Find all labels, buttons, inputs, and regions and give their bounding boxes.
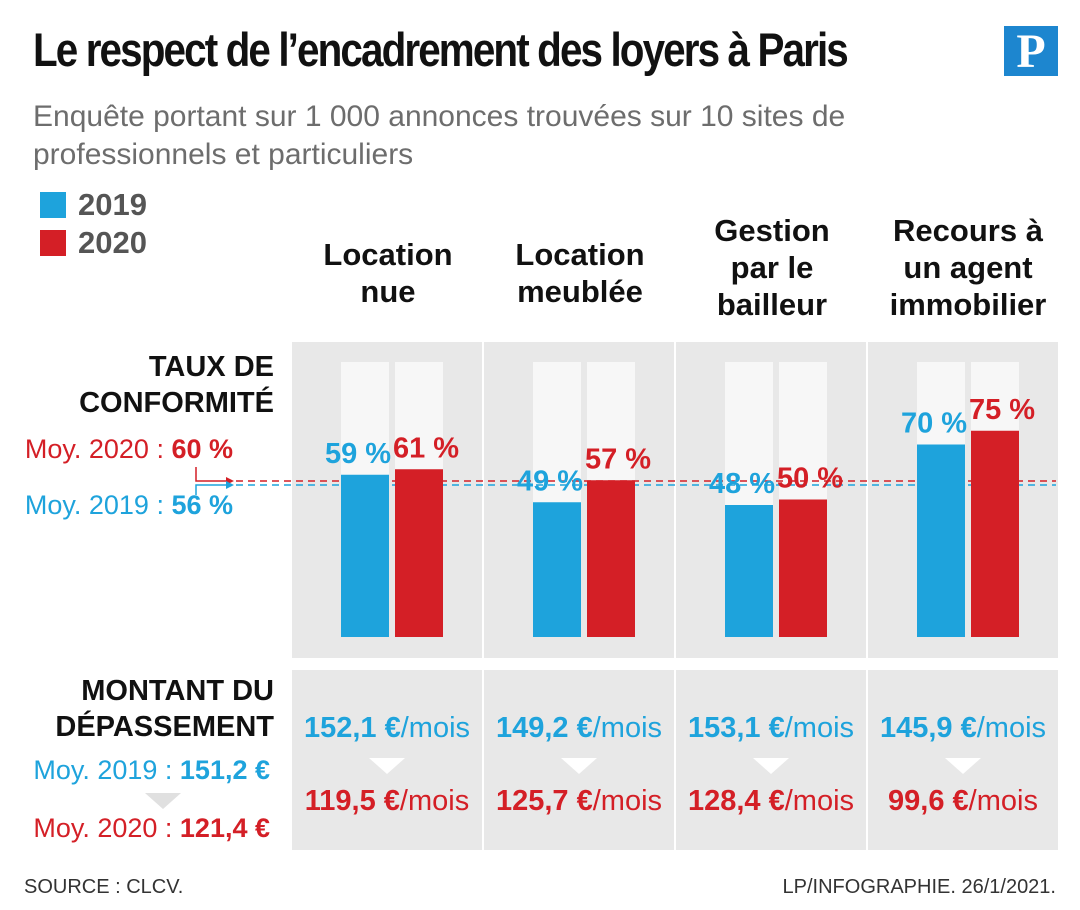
subtitle: Enquête portant sur 1 000 annonces trouv… (33, 100, 846, 171)
down-arrow-icon (945, 758, 981, 774)
down-arrow-icon (753, 758, 789, 774)
amount-value: 119,5 € (304, 785, 400, 817)
amount-2020-location-meublee: 125,7 €/mois (485, 785, 673, 818)
bar-2019-1 (341, 474, 389, 637)
bar-label-2019-4: 70 % (901, 408, 967, 440)
amount-unit: /mois (399, 785, 470, 817)
column-header-line: immobilier (889, 287, 1047, 322)
amount-unit: /mois (968, 785, 1038, 817)
avg-2020-montant-value: 121,4 € (179, 813, 270, 843)
amount-value: 128,4 € (687, 785, 785, 817)
avg-2020-prefix: Moy. 2020 : (24, 434, 172, 464)
amount-2019-location-nue: 152,1 €/mois (293, 712, 481, 745)
amount-unit: /mois (976, 712, 1047, 744)
amount-2019-location-meublee: 149,2 €/mois (485, 712, 673, 745)
column-header-line: Location (515, 236, 645, 272)
bar-label-2020-2: 57 % (585, 443, 651, 475)
legend-label-2020: 2020 (78, 225, 147, 260)
column-header-line: meublée (517, 273, 643, 309)
row-header-line: TAUX DE (148, 351, 274, 383)
amount-2019-agent-immobilier: 145,9 €/mois (869, 712, 1057, 745)
amount-value: 152,1 € (303, 712, 401, 744)
legend-item-2020: 2020 (40, 226, 147, 260)
amount-value: 145,9 € (879, 712, 977, 744)
avg-2020-taux: Moy. 2020 : 60 % (25, 434, 233, 465)
column-header-line: bailleur (716, 287, 828, 322)
credit-note: LP/INFOGRAPHIE. 26/1/2021. (782, 876, 1056, 898)
logo-letter: P (1016, 25, 1046, 78)
bar-label-2019-3: 48 % (709, 468, 775, 500)
reference-connector (195, 467, 230, 482)
legend-label-2019: 2019 (78, 187, 147, 222)
amount-value: 153,1 € (687, 712, 785, 744)
column-header-location-nue: Location nue (294, 205, 482, 340)
avg-2019-montant-prefix: Moy. 2019 : (33, 755, 180, 785)
bar-2019-3 (725, 505, 773, 637)
bar-2020-3 (779, 499, 827, 637)
amount-unit: /mois (784, 785, 855, 817)
avg-2019-montant-value: 151,2 € (179, 755, 270, 785)
legend-swatch-2020 (40, 230, 66, 256)
bar-label-2020-4: 75 % (969, 394, 1035, 426)
column-header-line: un agent (903, 250, 1033, 285)
column-header-line: Recours à (893, 213, 1043, 248)
bar-2020-2 (587, 480, 635, 637)
avg-2019-prefix: Moy. 2019 : (24, 490, 172, 520)
avg-2020-montant: Moy. 2020 : 121,4 € (33, 813, 270, 844)
amount-unit: /mois (592, 785, 663, 817)
row-header-line: DÉPASSEMENT (55, 711, 274, 743)
bar-2020-1 (395, 469, 443, 637)
bar-2019-2 (533, 502, 581, 637)
amount-value: 99,6 € (888, 785, 969, 817)
bar-2020-4 (971, 430, 1019, 637)
avg-2019-value: 56 % (171, 490, 233, 520)
bar-label-2019-2: 49 % (517, 465, 583, 497)
column-header-line: Gestion (714, 213, 830, 248)
column-header-location-meublee: Location meublée (486, 205, 674, 340)
legend-swatch-2019 (40, 192, 66, 218)
amount-2019-gestion-bailleur: 153,1 €/mois (677, 712, 865, 745)
column-header-gestion-bailleur: Gestion par le bailleur (678, 200, 866, 335)
down-arrow-icon (145, 793, 181, 809)
conformity-bar-chart: 59 % 61 % 49 %57 % 48 % 50 % 70 % 75 % (195, 362, 1056, 637)
down-arrow-icon (561, 758, 597, 774)
arrow-right-icon (226, 481, 234, 489)
column-header-line: par le (730, 250, 814, 285)
avg-2019-montant: Moy. 2019 : 151,2 € (33, 755, 270, 786)
amount-unit: /mois (400, 712, 471, 744)
row-header-line: MONTANT DU (81, 675, 274, 707)
avg-2020-value: 60 % (171, 434, 233, 464)
bar-2019-4 (917, 444, 965, 637)
row-header-line: CONFORMITÉ (79, 387, 274, 419)
bar-label-2020-1: 61 % (393, 432, 459, 464)
amount-unit: /mois (592, 712, 663, 744)
publisher-logo: P (1004, 25, 1058, 78)
amount-value: 125,7 € (495, 785, 593, 817)
source-note: SOURCE : CLCV. (24, 876, 184, 898)
amount-2020-gestion-bailleur: 128,4 €/mois (677, 785, 865, 818)
down-arrow-icon (369, 758, 405, 774)
column-header-agent-immobilier: Recours à un agent immobilier (870, 200, 1066, 335)
row-header-taux: TAUX DE CONFORMITÉ (79, 349, 274, 421)
avg-2020-montant-prefix: Moy. 2020 : (33, 813, 180, 843)
page-title: Le respect de l’encadrement des loyers à… (33, 23, 849, 76)
column-header-line: nue (360, 273, 416, 309)
amount-unit: /mois (784, 712, 855, 744)
amount-2020-agent-immobilier: 99,6 €/mois (869, 785, 1057, 818)
legend-item-2019: 2019 (40, 188, 147, 222)
row-header-montant: MONTANT DU DÉPASSEMENT (55, 673, 274, 745)
amount-2020-location-nue: 119,5 €/mois (293, 785, 481, 818)
amount-value: 149,2 € (495, 712, 593, 744)
bar-label-2019-1: 59 % (325, 438, 391, 470)
bar-label-2020-3: 50 % (777, 463, 843, 495)
reference-connector (195, 484, 230, 495)
avg-2019-taux: Moy. 2019 : 56 % (25, 490, 233, 521)
column-header-line: Location (323, 236, 453, 272)
